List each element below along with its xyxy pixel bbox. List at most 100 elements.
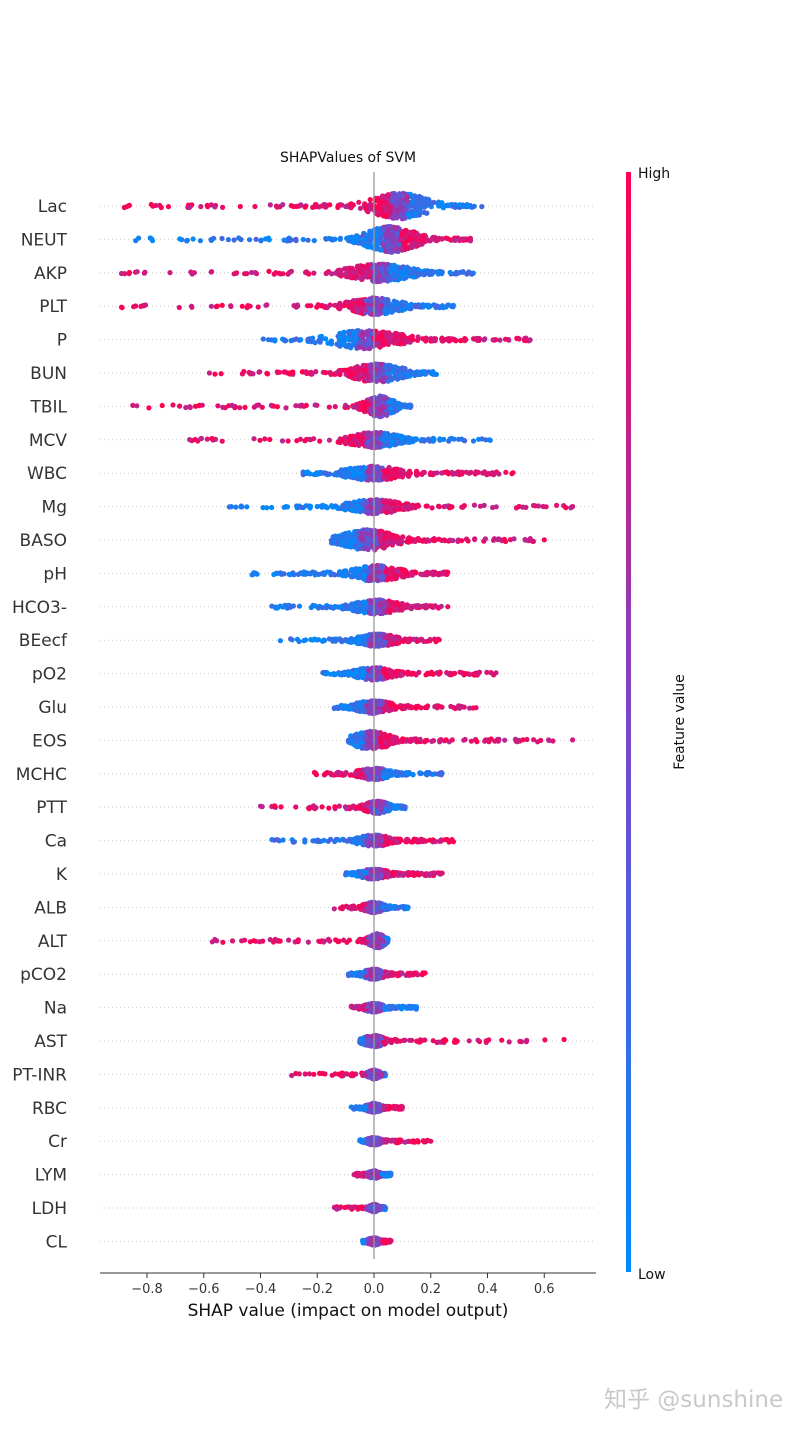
shap-point (176, 304, 182, 311)
shap-point (457, 237, 463, 244)
shap-point (401, 574, 407, 580)
shap-point (348, 544, 354, 550)
shap-point (365, 401, 371, 407)
shap-point (410, 200, 416, 206)
shap-point (445, 471, 451, 477)
shap-point (306, 570, 312, 576)
shap-point (355, 476, 361, 482)
shap-point (367, 297, 373, 303)
shap-point (310, 204, 316, 210)
shap-point (460, 269, 466, 275)
shap-point (376, 477, 382, 483)
feature-row-bun (206, 361, 439, 385)
shap-point (238, 236, 244, 243)
shap-point (293, 336, 299, 342)
shap-point (385, 244, 391, 250)
shap-point (365, 443, 371, 450)
shap-point (271, 271, 277, 277)
shap-point (324, 470, 330, 476)
shap-point (563, 505, 569, 511)
shap-point (267, 436, 273, 443)
shap-point (378, 361, 384, 367)
shap-point (396, 468, 402, 474)
shap-point (141, 303, 147, 309)
chart-title: SHAPValues of SVM (280, 150, 416, 166)
shap-point (450, 471, 456, 477)
shap-point (431, 436, 437, 442)
shap-point (481, 337, 487, 343)
shap-point (362, 201, 368, 207)
shap-point (520, 504, 526, 510)
shap-point (357, 404, 363, 410)
shap-point (398, 208, 404, 214)
shap-point (439, 200, 445, 206)
shap-point (382, 195, 388, 202)
shap-point (406, 214, 413, 220)
shap-point (439, 338, 445, 344)
feature-row-baso (328, 527, 547, 553)
shap-point (411, 274, 417, 280)
shap-point (158, 204, 164, 211)
shap-point (418, 438, 424, 444)
shap-point (502, 336, 509, 342)
shap-point (424, 570, 430, 576)
shap-point (393, 272, 399, 278)
shap-point (407, 204, 413, 210)
shap-point (367, 197, 373, 203)
shap-point (253, 236, 259, 242)
shap-point (343, 203, 349, 210)
shap-point (146, 405, 152, 411)
shap-point (274, 204, 280, 210)
shap-point (252, 203, 258, 210)
shap-point (252, 270, 258, 276)
shap-point (365, 341, 371, 347)
shap-point (386, 366, 392, 372)
shap-point (341, 467, 347, 473)
shap-point (453, 337, 459, 343)
shap-point (396, 226, 402, 232)
shap-point (440, 204, 446, 210)
shap-point (378, 396, 384, 402)
shap-point (209, 435, 215, 442)
shap-point (257, 437, 263, 443)
shap-point (358, 535, 364, 541)
shap-point (379, 575, 385, 581)
shap-point (347, 500, 353, 506)
shap-point (388, 509, 394, 515)
shap-point (414, 468, 420, 474)
shap-point (366, 569, 372, 576)
shap-point (366, 574, 372, 580)
shap-point (342, 402, 349, 408)
shap-point (568, 505, 574, 511)
shap-point (405, 539, 411, 545)
shap-point (354, 369, 360, 376)
shap-point (245, 303, 251, 309)
shap-point (196, 403, 202, 409)
shap-point (343, 570, 349, 576)
shap-point (265, 337, 271, 343)
shap-point (251, 436, 257, 442)
feature-row-neut (133, 224, 474, 255)
shap-point (501, 536, 507, 543)
shap-point (497, 337, 503, 343)
shap-point (476, 335, 482, 342)
shap-point (283, 405, 289, 411)
shap-point (378, 247, 384, 253)
shap-point (184, 238, 190, 244)
shap-point (263, 302, 269, 308)
shap-point (134, 269, 140, 275)
shap-point (423, 503, 429, 509)
shap-point (307, 503, 314, 509)
shap-point (351, 338, 358, 344)
shap-point (462, 438, 468, 444)
shap-point (260, 505, 266, 511)
shap-point (384, 442, 390, 448)
shap-point (357, 275, 363, 281)
shap-point (379, 295, 385, 302)
shap-point (467, 270, 473, 276)
shap-point (288, 338, 294, 344)
shap-point (387, 498, 393, 504)
shap-point (208, 303, 214, 309)
shap-point (147, 235, 153, 241)
shap-point (444, 503, 450, 509)
